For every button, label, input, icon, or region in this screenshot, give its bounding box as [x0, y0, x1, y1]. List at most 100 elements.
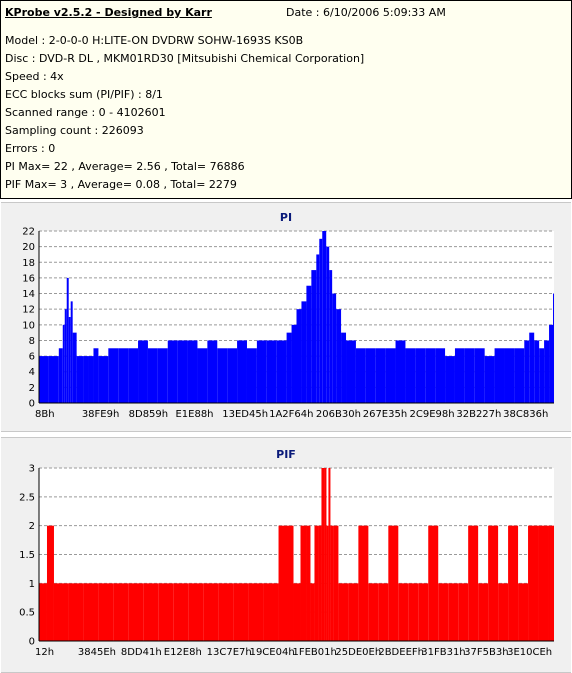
pi-bar [48, 356, 59, 403]
pif-bar [326, 525, 329, 641]
pif-ytick-label: 0.5 [19, 608, 35, 619]
pif-bar [428, 525, 439, 641]
info-disc: Disc : DVD-R DL , MKM01RD30 [Mitsubishi … [5, 52, 365, 65]
pi-bar [296, 309, 302, 403]
pi-chart: 0 2 4 6 8 10 12 14 16 18 20 22 8Bh 38FE9h 8D859h E1E88h… [22, 227, 555, 420]
pif-chart-panel: PIF 0 0.5 1 1.5 2 2.5 3 12h 3845Eh 8DD41h E12E8h 13… [1, 437, 571, 673]
pif-bar [233, 583, 249, 641]
pi-xtick-label: E1E88h [175, 409, 213, 420]
pif-bar [378, 583, 389, 641]
pif-ytick-label: 2.5 [19, 492, 35, 503]
pif-bar [448, 583, 459, 641]
pif-bar [143, 583, 159, 641]
pi-bar [197, 348, 208, 403]
pi-bar [539, 348, 545, 403]
pif-bar [203, 583, 219, 641]
pif-bar [553, 525, 555, 641]
pi-bar [425, 348, 436, 403]
pi-xtick-label: 1A2F64h [269, 409, 313, 420]
pi-bar [256, 340, 267, 403]
info-pif-stats: PIF Max= 3 , Average= 0.08 , Total= 2279 [5, 178, 237, 191]
pi-bar [128, 348, 139, 403]
pi-xtick-label: 267E35h [363, 409, 407, 420]
pi-bar [529, 332, 535, 403]
pi-bar [138, 340, 148, 403]
pi-bar [474, 348, 485, 403]
pi-bar [395, 340, 406, 403]
pi-bar [435, 348, 446, 403]
pif-bar [508, 525, 519, 641]
info-speed: Speed : 4x [5, 70, 64, 83]
pif-bar [488, 525, 499, 641]
pi-bar [341, 332, 347, 403]
pi-bar [415, 348, 426, 403]
pi-bar [237, 340, 247, 403]
pif-bar [498, 583, 509, 641]
pif-bar [330, 525, 334, 641]
pi-bar [64, 309, 67, 403]
pi-bar [553, 293, 555, 403]
info-ecc-blocks: ECC blocks sum (PI/PIF) : 8/1 [5, 88, 163, 101]
pi-bar [332, 293, 337, 403]
pif-chart-title: PIF [276, 448, 296, 461]
pif-bar [300, 525, 307, 641]
pi-ytick-label: 10 [22, 320, 35, 331]
pif-bar [248, 583, 264, 641]
pif-bar [438, 583, 449, 641]
pif-xtick-label: 31FB31h [421, 647, 465, 658]
pif-bar [53, 583, 69, 641]
pif-bar [46, 525, 54, 641]
pi-bar [405, 348, 416, 403]
pi-bar [504, 348, 515, 403]
pi-xtick-label: 38FE9h [82, 409, 120, 420]
pi-xtick-label: 8D859h [129, 409, 169, 420]
pif-bar [318, 525, 322, 641]
pi-ytick-label: 12 [22, 305, 35, 316]
pi-bar [306, 285, 312, 403]
pi-bar [83, 356, 89, 403]
pif-xtick-label: 12h [35, 647, 54, 658]
pi-ytick-label: 22 [22, 227, 35, 238]
pi-bar [76, 356, 84, 403]
pi-bar [66, 277, 69, 403]
pif-bar [324, 468, 327, 641]
pi-chart-panel: PI 0 2 4 6 8 10 12 14 16 18 20 22 8Bh 38FE9h 8D859h E1E… [1, 202, 571, 432]
pi-bar [365, 348, 376, 403]
pif-xtick-label: 8DD41h [121, 647, 162, 658]
pi-bar [147, 348, 158, 403]
pif-xtick-label: 3845Eh [78, 647, 116, 658]
pi-xtick-label: 8Bh [35, 409, 55, 420]
pi-bar [322, 231, 327, 403]
pif-bar [218, 583, 234, 641]
pi-bar [514, 348, 525, 403]
pif-xtick-label: 13C7E7h [207, 647, 252, 658]
pi-bar [544, 340, 550, 403]
pi-bar [93, 348, 99, 403]
pi-bar [355, 348, 366, 403]
info-errors: Errors : 0 [5, 142, 56, 155]
pi-ytick-label: 0 [29, 399, 35, 410]
pi-bar [167, 340, 178, 403]
info-pi-stats: PI Max= 22 , Average= 2.56 , Total= 7688… [5, 160, 245, 173]
pif-xtick-label: 37F5B3h [464, 647, 508, 658]
pi-bar [227, 348, 238, 403]
info-model: Model : 2-0-0-0 H:LITE-ON DVDRW SOHW-169… [5, 34, 304, 47]
pif-bar [293, 583, 301, 641]
pi-xtick-label: 2C9E98h [410, 409, 455, 420]
pi-bar [177, 340, 188, 403]
pi-bar [445, 356, 455, 403]
pi-bar [72, 332, 77, 403]
pif-bar [388, 525, 399, 641]
pi-ytick-label: 4 [29, 367, 35, 378]
pif-bar [468, 525, 479, 641]
pi-bar [58, 348, 63, 403]
pif-chart: 0 0.5 1 1.5 2 2.5 3 12h 3845Eh 8DD41h E12E8h 13C7E7… [19, 464, 555, 658]
info-panel: KProbe v2.5.2 - Designed by Karr Date : … [0, 0, 572, 199]
pi-bar [98, 356, 109, 403]
app-title: KProbe v2.5.2 - Designed by Karr [5, 6, 212, 19]
pi-xtick-label: 32B227h [456, 409, 501, 420]
pif-bar [188, 583, 204, 641]
pif-bar [518, 583, 529, 641]
pi-ytick-label: 2 [29, 383, 35, 394]
pif-bar [173, 583, 189, 641]
